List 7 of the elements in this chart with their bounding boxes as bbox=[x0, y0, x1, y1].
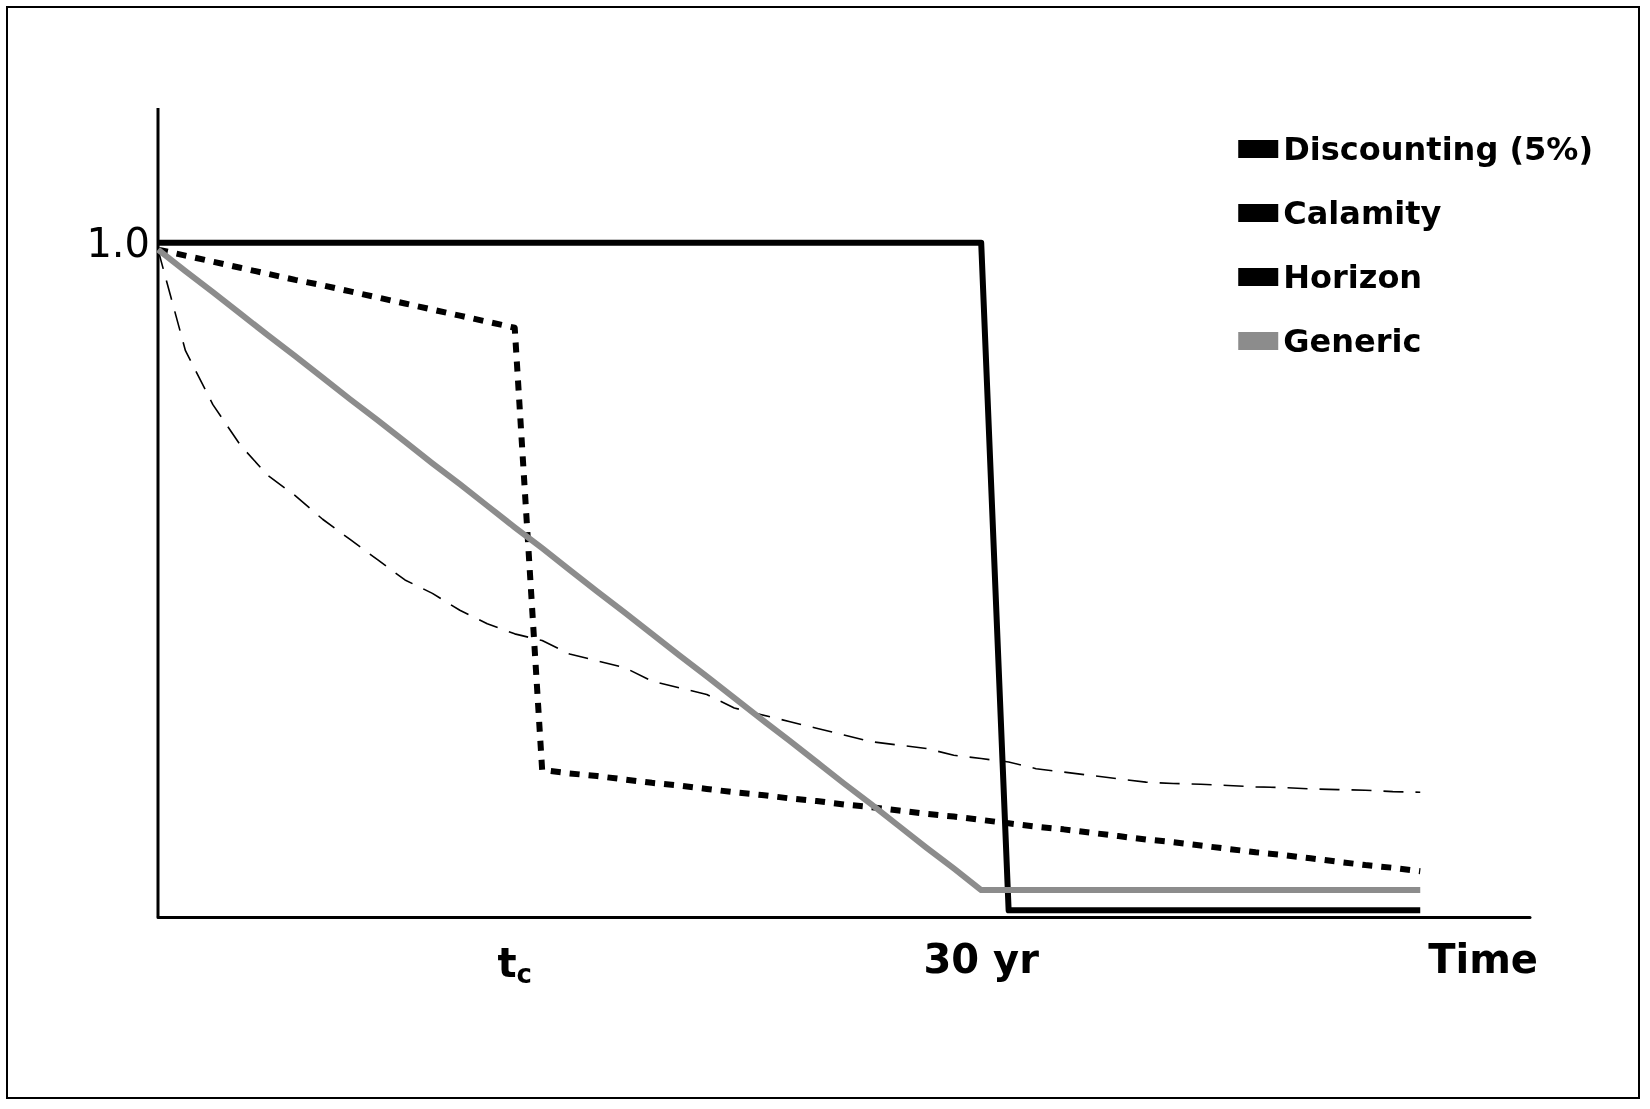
x-tick-label: 30 yr bbox=[923, 936, 1040, 982]
text: 1.0 bbox=[86, 219, 150, 266]
legend-label: Calamity bbox=[1283, 194, 1442, 232]
legend-label: Generic bbox=[1283, 322, 1422, 360]
x-axis-title: Time bbox=[1428, 936, 1538, 982]
legend-label: Horizon bbox=[1283, 258, 1423, 296]
legend-label: Discounting (5%) bbox=[1283, 130, 1593, 168]
